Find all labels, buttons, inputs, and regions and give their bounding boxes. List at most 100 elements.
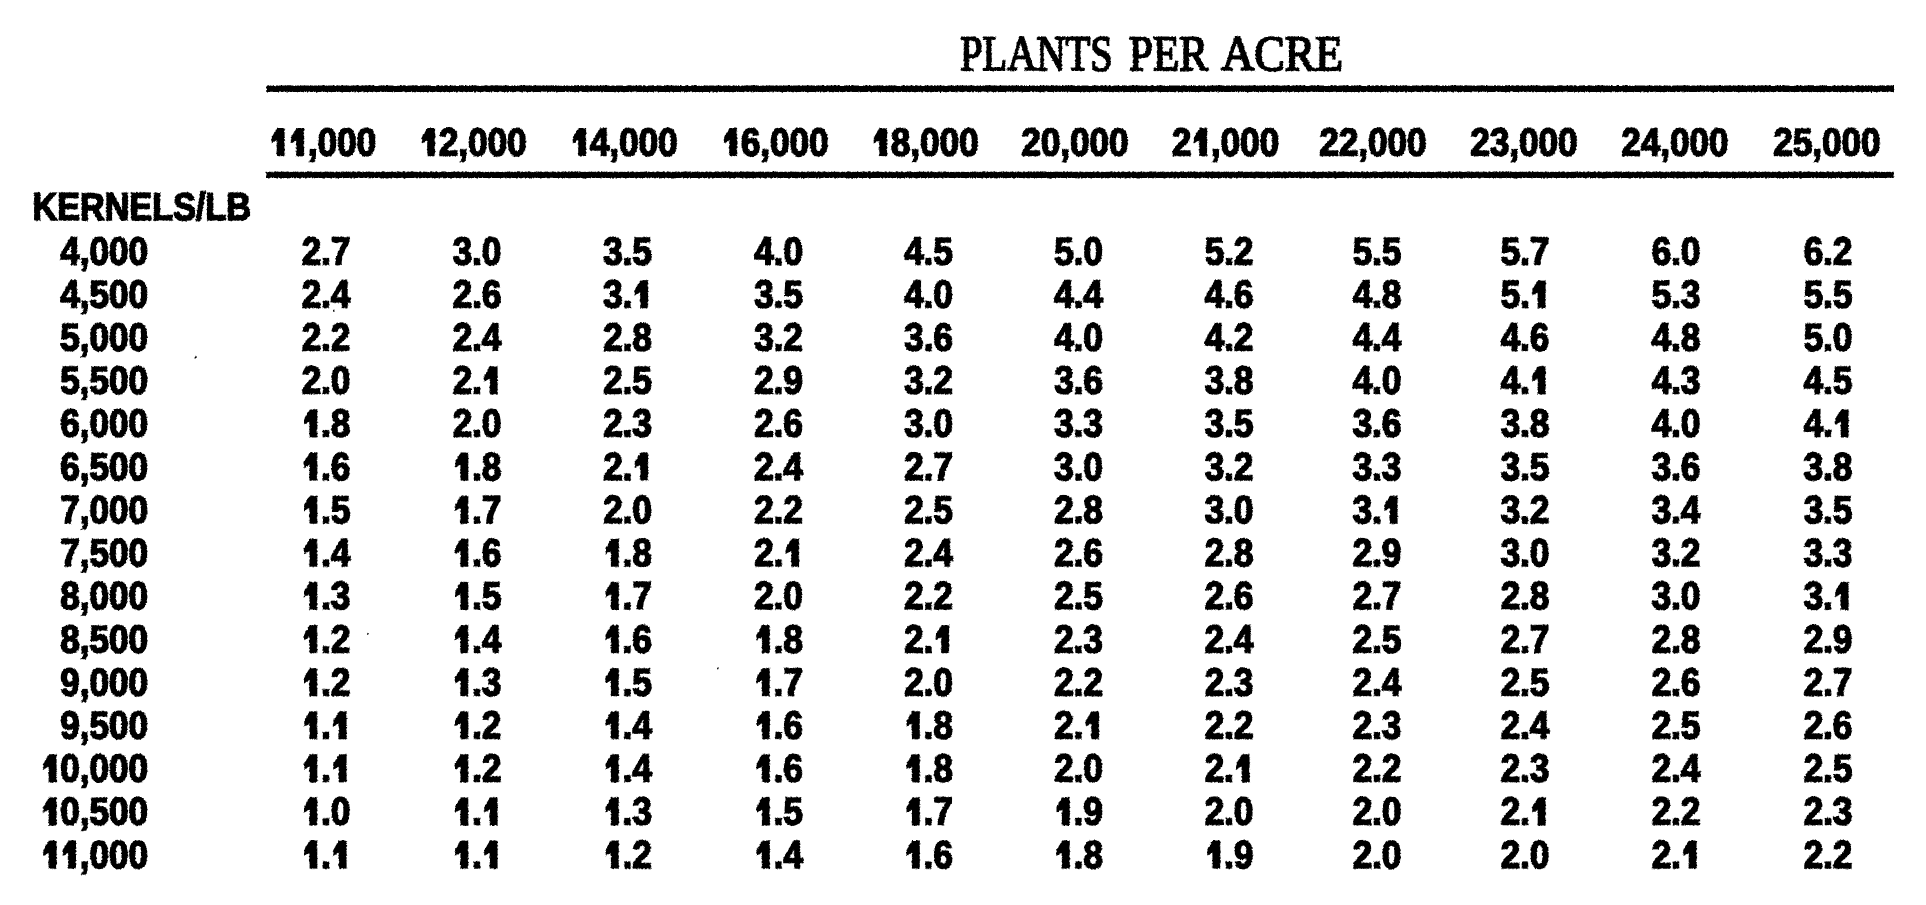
svg-text:.6: .6: [924, 834, 953, 877]
svg-text:4.0: 4.0: [904, 273, 953, 316]
svg-text:,000: ,000: [308, 121, 376, 164]
svg-text:.6: .6: [774, 705, 803, 748]
svg-text:.6: .6: [472, 532, 501, 575]
svg-text:ACRE: ACRE: [1222, 26, 1344, 81]
svg-text:.7: .7: [924, 791, 953, 834]
svg-text:.8: .8: [774, 618, 803, 661]
svg-text:3.2: 3.2: [1501, 489, 1550, 532]
svg-text:3.8: 3.8: [1804, 446, 1853, 489]
svg-text:PLANTS: PLANTS: [960, 26, 1113, 81]
svg-text:3.2: 3.2: [1652, 532, 1701, 575]
svg-text:.4: .4: [472, 618, 502, 661]
svg-text:2.2: 2.2: [904, 575, 953, 618]
svg-text:2.5: 2.5: [603, 360, 652, 403]
svg-text:2.9: 2.9: [1804, 618, 1853, 661]
svg-text:2.8: 2.8: [1205, 532, 1254, 575]
svg-text:2.0: 2.0: [603, 489, 652, 532]
svg-text:.8: .8: [472, 446, 501, 489]
svg-text:.6: .6: [623, 618, 652, 661]
svg-text:4.: 4.: [1804, 403, 1833, 446]
svg-text:2.2: 2.2: [1652, 791, 1701, 834]
svg-text:.5: .5: [774, 791, 803, 834]
svg-text:7,000: 7,000: [60, 489, 148, 532]
svg-text:2.7: 2.7: [1353, 575, 1402, 618]
svg-text:2.2: 2.2: [1804, 834, 1853, 877]
svg-text:2.6: 2.6: [1205, 575, 1254, 618]
svg-text:4,500: 4,500: [60, 273, 148, 316]
svg-text:.2: .2: [623, 834, 652, 877]
svg-text:5.: 5.: [1501, 273, 1530, 316]
svg-text:4.4: 4.4: [1054, 273, 1103, 316]
svg-text:3.0: 3.0: [1205, 489, 1254, 532]
svg-text:4.3: 4.3: [1652, 360, 1701, 403]
svg-text:2.6: 2.6: [754, 403, 803, 446]
svg-text:.5: .5: [472, 575, 501, 618]
svg-text:.7: .7: [774, 661, 803, 704]
svg-text:4.8: 4.8: [1353, 273, 1402, 316]
svg-text:2.5: 2.5: [1804, 748, 1853, 791]
svg-text:.4: .4: [623, 748, 653, 791]
svg-text:2.2: 2.2: [302, 317, 351, 360]
svg-text:.0: .0: [321, 791, 350, 834]
svg-text:4.4: 4.4: [1353, 317, 1402, 360]
svg-text:5.2: 5.2: [1205, 230, 1254, 273]
svg-text:2.4: 2.4: [453, 317, 502, 360]
svg-text:5,500: 5,500: [60, 360, 148, 403]
svg-text:2: 2: [1172, 121, 1192, 164]
svg-text:2.4: 2.4: [302, 273, 351, 316]
svg-text:.8: .8: [924, 705, 953, 748]
svg-text:4,000: 4,000: [60, 230, 148, 273]
svg-text:3.3: 3.3: [1804, 532, 1853, 575]
svg-text:2.0: 2.0: [1501, 834, 1550, 877]
svg-text:6.0: 6.0: [1652, 230, 1701, 273]
svg-text:2.0: 2.0: [904, 661, 953, 704]
svg-text:2.7: 2.7: [1804, 661, 1853, 704]
svg-text:0,000: 0,000: [60, 748, 148, 791]
svg-text:.4: .4: [321, 532, 351, 575]
svg-text:2.0: 2.0: [1353, 834, 1402, 877]
svg-text:4.8: 4.8: [1652, 317, 1701, 360]
svg-text:3.0: 3.0: [1054, 446, 1103, 489]
svg-text:3.6: 3.6: [904, 317, 953, 360]
svg-text:4.0: 4.0: [1353, 360, 1402, 403]
svg-text:.7: .7: [472, 489, 501, 532]
svg-text:2.7: 2.7: [1501, 618, 1550, 661]
svg-text:4.6: 4.6: [1501, 317, 1550, 360]
svg-text:4.0: 4.0: [1652, 403, 1701, 446]
svg-text:.: .: [472, 834, 482, 877]
svg-text:2.0: 2.0: [1205, 791, 1254, 834]
svg-text:5.0: 5.0: [1054, 230, 1103, 273]
svg-text:24,000: 24,000: [1621, 121, 1728, 164]
svg-text:8,500: 8,500: [60, 618, 148, 661]
svg-text:2.3: 2.3: [1205, 661, 1254, 704]
svg-text:2.4: 2.4: [1353, 661, 1402, 704]
svg-text:2.0: 2.0: [453, 403, 502, 446]
svg-text:2.8: 2.8: [603, 317, 652, 360]
svg-text:6,500: 6,500: [60, 446, 148, 489]
svg-text:.3: .3: [472, 661, 501, 704]
svg-text:4.2: 4.2: [1205, 317, 1254, 360]
svg-text:2.4: 2.4: [1501, 705, 1550, 748]
svg-text:2.: 2.: [1205, 748, 1234, 791]
svg-text:2.2: 2.2: [754, 489, 803, 532]
svg-text:6,000: 6,000: [741, 121, 829, 164]
svg-text:4.6: 4.6: [1205, 273, 1254, 316]
svg-text:3.: 3.: [603, 273, 632, 316]
svg-text:6,000: 6,000: [60, 403, 148, 446]
svg-text:2.5: 2.5: [904, 489, 953, 532]
svg-text:.8: .8: [623, 532, 652, 575]
svg-text:5.5: 5.5: [1804, 273, 1853, 316]
svg-text:2.5: 2.5: [1652, 705, 1701, 748]
svg-text:3.: 3.: [1353, 489, 1382, 532]
svg-text:3.8: 3.8: [1205, 360, 1254, 403]
svg-text:2.4: 2.4: [1205, 618, 1254, 661]
svg-text:2.: 2.: [1652, 834, 1681, 877]
svg-text:3.5: 3.5: [754, 273, 803, 316]
svg-text:3.5: 3.5: [1205, 403, 1254, 446]
svg-text:.9: .9: [1074, 791, 1103, 834]
svg-text:8,000: 8,000: [891, 121, 979, 164]
svg-text:2.0: 2.0: [1054, 748, 1103, 791]
svg-text:5.3: 5.3: [1652, 273, 1701, 316]
svg-text:5.0: 5.0: [1804, 317, 1853, 360]
svg-text:.6: .6: [774, 748, 803, 791]
